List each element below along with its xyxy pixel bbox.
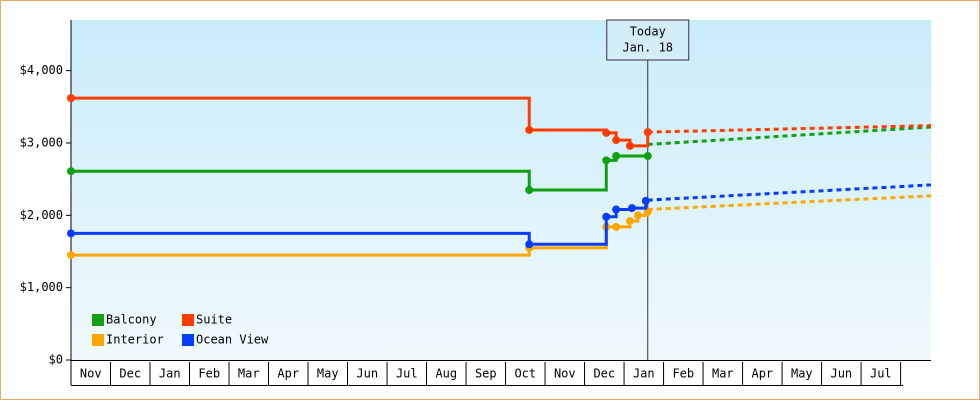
point xyxy=(67,167,75,176)
x-tick-label: Apr xyxy=(751,367,773,381)
point xyxy=(643,128,652,137)
x-tick-label: Jun xyxy=(356,367,378,381)
point xyxy=(627,204,636,213)
y-tick-label: $3,000 xyxy=(20,135,63,149)
y-tick-label: $1,000 xyxy=(20,280,63,294)
x-tick-label: Dec xyxy=(593,367,615,381)
today-box xyxy=(606,19,690,61)
x-tick-label: May xyxy=(317,367,339,381)
point xyxy=(625,217,634,226)
x-tick-label: Jan xyxy=(159,367,181,381)
x-tick-label: Feb xyxy=(198,367,220,381)
forecast-line xyxy=(647,124,932,134)
y-tick-label: $2,000 xyxy=(20,208,63,222)
point xyxy=(643,207,652,216)
point xyxy=(612,136,621,145)
x-tick-label: Mar xyxy=(712,367,734,381)
point xyxy=(67,251,75,260)
today-label: Jan. 18 xyxy=(622,41,673,55)
legend-label: Interior xyxy=(106,333,164,347)
legend-swatch xyxy=(182,334,194,346)
legend-swatch xyxy=(92,314,104,326)
point xyxy=(612,205,621,214)
point xyxy=(641,196,650,205)
forecast-line xyxy=(647,194,932,212)
point xyxy=(612,222,621,231)
point xyxy=(602,128,611,137)
forecast-line xyxy=(647,125,932,146)
x-tick-label: Jul xyxy=(870,367,892,381)
point xyxy=(602,156,611,165)
x-tick-label: May xyxy=(791,367,813,381)
legend-swatch xyxy=(182,314,194,326)
x-tick-label: Feb xyxy=(672,367,694,381)
point xyxy=(602,212,611,221)
x-tick-label: Apr xyxy=(277,367,299,381)
x-tick-label: Jan xyxy=(633,367,655,381)
point xyxy=(633,211,642,220)
legend-swatch xyxy=(92,334,104,346)
x-tick-label: Jun xyxy=(830,367,852,381)
y-tick-label: $4,000 xyxy=(20,63,63,77)
x-tick-label: Oct xyxy=(514,367,536,381)
series-line xyxy=(71,96,650,148)
x-axis-band xyxy=(71,362,931,385)
today-label: Today xyxy=(630,25,666,39)
point xyxy=(67,94,75,103)
point xyxy=(612,152,621,160)
forecast-line xyxy=(647,183,932,202)
point xyxy=(525,240,534,249)
point xyxy=(625,141,634,150)
x-tick-label: Mar xyxy=(238,367,260,381)
point xyxy=(643,152,652,160)
y-tick-label: $0 xyxy=(49,353,63,367)
x-tick-label: Nov xyxy=(80,367,102,381)
x-tick-label: Jul xyxy=(396,367,418,381)
point xyxy=(67,229,75,238)
point xyxy=(525,125,534,134)
x-tick-label: Sep xyxy=(475,367,497,381)
plot-area xyxy=(71,20,931,360)
legend-label: Balcony xyxy=(106,313,157,327)
x-tick-label: Nov xyxy=(554,367,576,381)
legend-label: Ocean View xyxy=(196,333,269,347)
x-tick-label: Aug xyxy=(435,367,457,381)
point xyxy=(525,186,534,194)
legend-label: Suite xyxy=(196,313,232,327)
x-tick-label: Dec xyxy=(119,367,141,381)
